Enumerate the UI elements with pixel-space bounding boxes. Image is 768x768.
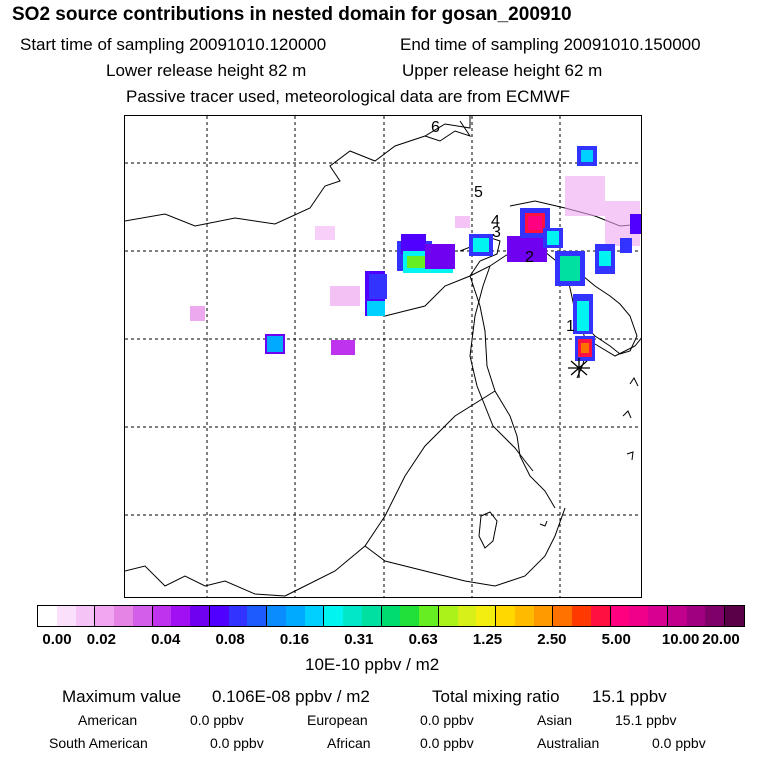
colorbar-tick-label: 1.25 — [472, 631, 503, 648]
trajectory-label-6: 6 — [431, 119, 440, 136]
colorbar-segment — [667, 606, 687, 626]
colorbar-tick-label: 0.16 — [279, 631, 310, 648]
trajectory-label-1: 1 — [566, 318, 575, 335]
colorbar-segment — [304, 606, 325, 626]
colorbar-tick-label: 0.63 — [408, 631, 438, 648]
colorbar-segment — [267, 606, 286, 626]
region-name-european: European — [307, 712, 368, 728]
trajectory-label-3: 3 — [492, 224, 501, 241]
colorbar-tick-label: 2.50 — [537, 631, 567, 648]
colorbar — [37, 605, 745, 627]
colorbar-tick-label: 0.04 — [151, 631, 181, 648]
region-value-american: 0.0 ppbv — [190, 712, 244, 728]
colorbar-tick-label: 0.31 — [344, 631, 374, 648]
region-name-asian: Asian — [537, 712, 573, 728]
colorbar-segment — [228, 606, 248, 626]
colorbar-segment — [419, 606, 439, 626]
colorbar-segment — [285, 606, 305, 626]
trajectory-label-2: 2 — [525, 249, 534, 266]
region-name-australian: Australian — [537, 735, 600, 751]
colorbar-segment — [705, 606, 725, 626]
trajectory-label-5: 5 — [474, 184, 483, 201]
colorbar-tick-label: 0.08 — [215, 631, 245, 648]
colorbar-segment — [438, 606, 458, 626]
contribution-field — [190, 146, 641, 361]
end-time: End time of sampling 20091010.150000 — [400, 35, 701, 54]
region-name-american: American — [78, 712, 138, 728]
total-mixing-ratio-value: 15.1 ppbv — [592, 687, 667, 706]
max-value-label: Maximum value — [62, 687, 182, 706]
trajectory-label-4: 4 — [491, 213, 500, 230]
colorbar-tick-label: 0.00 — [42, 631, 72, 648]
lower-release-height: Lower release height 82 m — [106, 61, 307, 80]
colorbar-segment — [95, 606, 114, 626]
colorbar-segment — [75, 606, 96, 626]
colorbar-segment — [572, 606, 591, 626]
colorbar-segment — [209, 606, 229, 626]
colorbar-tick-label: 20.00 — [702, 631, 740, 648]
colorbar-segment — [725, 606, 744, 626]
colorbar-segment — [152, 606, 172, 626]
colorbar-segment — [533, 606, 554, 626]
start-time: Start time of sampling 20091010.120000 — [20, 35, 327, 54]
map-panel: 1 2 3 4 5 6 — [124, 115, 642, 598]
region-value-south-american: 0.0 ppbv — [210, 735, 264, 751]
colorbar-segment — [190, 606, 210, 626]
colorbar-segment — [610, 606, 630, 626]
tracer-note: Passive tracer used, meteorological data… — [126, 87, 571, 106]
colorbar-segment — [343, 606, 362, 626]
receptor-asterisk-icon — [568, 358, 590, 378]
colorbar-unit: 10E-10 ppbv / m2 — [305, 655, 440, 674]
colorbar-segment — [400, 606, 419, 626]
region-value-african: 0.0 ppbv — [420, 735, 474, 751]
region-name-south-american: South American — [49, 735, 148, 751]
colorbar-segment — [114, 606, 133, 626]
colorbar-segment — [629, 606, 648, 626]
colorbar-segment — [381, 606, 401, 626]
colorbar-tick-label: 10.00 — [661, 631, 700, 648]
trajectory-labels: 1 2 3 4 5 6 — [431, 119, 575, 335]
colorbar-segment — [553, 606, 572, 626]
colorbar-tick-label: 5.00 — [601, 631, 631, 648]
colorbar-segment — [457, 606, 477, 626]
taiwan-outline — [478, 511, 498, 549]
region-value-australian: 0.0 ppbv — [652, 735, 706, 751]
total-mixing-ratio-label: Total mixing ratio — [432, 687, 560, 706]
colorbar-tick-label: 0.02 — [86, 631, 116, 648]
colorbar-segment — [38, 606, 57, 626]
colorbar-segment — [514, 606, 534, 626]
colorbar-segment — [132, 606, 153, 626]
colorbar-segment — [686, 606, 706, 626]
colorbar-segment — [247, 606, 267, 626]
region-name-african: African — [327, 735, 371, 751]
lat-lon-grid — [125, 116, 641, 597]
colorbar-segment — [648, 606, 668, 626]
region-value-asian: 15.1 ppbv — [615, 712, 677, 728]
colorbar-segment — [496, 606, 515, 626]
map-canvas: 1 2 3 4 5 6 — [125, 116, 641, 597]
upper-release-height: Upper release height 62 m — [402, 61, 603, 80]
region-value-european: 0.0 ppbv — [420, 712, 474, 728]
colorbar-segment — [324, 606, 343, 626]
map-title: SO2 source contributions in nested domai… — [12, 4, 572, 25]
colorbar-segment — [476, 606, 496, 626]
colorbar-segment — [171, 606, 190, 626]
colorbar-segment — [590, 606, 611, 626]
max-value: 0.106E-08 ppbv / m2 — [212, 687, 370, 706]
colorbar-segment — [361, 606, 382, 626]
colorbar-segment — [56, 606, 76, 626]
